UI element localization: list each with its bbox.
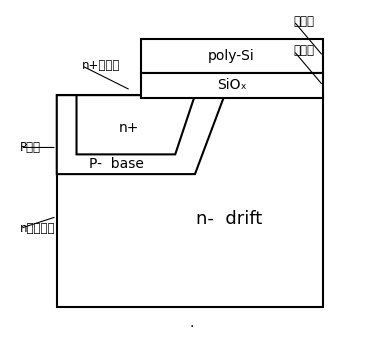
Text: SiOₓ: SiOₓ [217, 78, 246, 92]
Text: 氧化硅: 氧化硅 [294, 44, 315, 57]
Text: P基区: P基区 [20, 141, 41, 154]
Bar [57, 95, 323, 307]
Bar [141, 73, 323, 98]
Text: n+: n+ [119, 121, 139, 135]
Text: ·: · [190, 320, 194, 334]
Text: n+发射区: n+发射区 [82, 59, 120, 72]
Text: n－漂移区: n－漂移区 [20, 222, 56, 235]
Polygon shape [57, 95, 224, 174]
Text: 多晶硅: 多晶硅 [294, 14, 315, 28]
Text: P-  base: P- base [88, 157, 144, 171]
Text: n-  drift: n- drift [196, 210, 263, 227]
Polygon shape [77, 95, 195, 154]
Text: poly-Si: poly-Si [208, 49, 255, 63]
Bar [141, 39, 323, 73]
